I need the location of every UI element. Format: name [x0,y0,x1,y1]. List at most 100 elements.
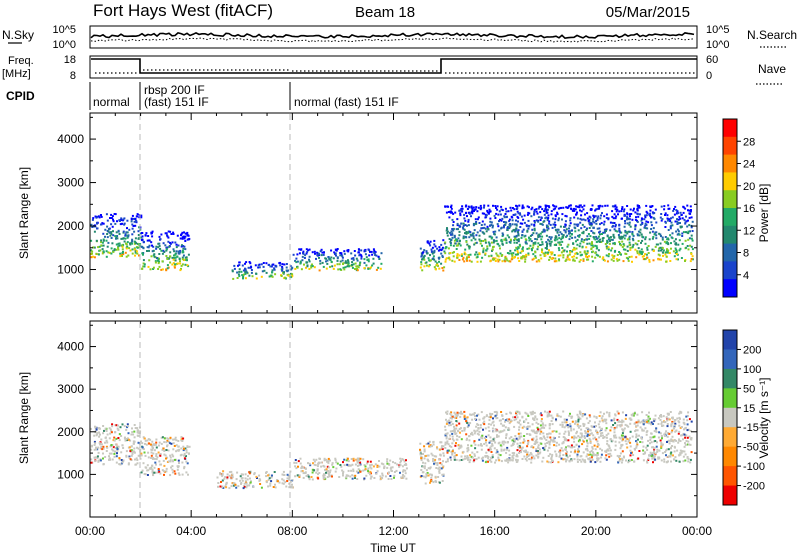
echo-cell [265,481,268,484]
echo-cell [153,457,156,460]
echo-cell [579,413,582,416]
echo-cell [246,271,249,274]
echo-cell [151,235,154,238]
echo-cell [323,473,325,476]
echo-cell [318,269,321,272]
echo-cell [645,414,648,416]
echo-cell [666,217,669,220]
colorbar-tick-label: 28 [743,136,755,148]
echo-cell [432,443,435,446]
nave-line [95,69,695,74]
echo-cell [433,455,436,458]
echo-cell [684,207,687,210]
echo-cell [623,208,626,211]
echo-cell [519,251,522,254]
echo-cell [685,434,688,437]
echo-cell [522,249,524,252]
echo-cell [666,441,668,443]
echo-cell [149,438,152,441]
echo-cell [512,252,515,255]
echo-cell [231,270,234,273]
echo-cell [476,432,479,435]
echo-cell [129,243,132,246]
echo-cell [183,237,186,240]
echo-cell [626,245,629,248]
echo-cell [632,414,635,417]
echo-cell [363,261,366,264]
echo-cell [429,481,431,484]
echo-cell [146,464,149,467]
echo-cell [422,453,424,455]
echo-cell [453,451,456,454]
echo-cell [517,432,520,435]
echo-cell [615,210,618,213]
echo-cell [641,255,644,258]
echo-cell [663,240,666,243]
echo-cell [96,222,98,225]
echo-cell [126,426,129,429]
echo-cell [375,254,378,257]
echo-cell [488,430,491,432]
echo-cell [169,474,172,477]
echo-cell [467,254,470,256]
echo-cell [649,212,652,215]
echo-cell [294,475,297,478]
echo-cell [590,432,593,435]
echo-cell [493,240,496,243]
echo-cell [136,429,139,432]
echo-cell [139,450,142,453]
echo-cell [108,458,111,461]
echo-cell [167,236,170,239]
echo-cell [133,451,136,454]
echo-cell [501,260,504,263]
echo-cell [308,248,311,251]
echo-cell [475,222,478,225]
echo-cell [665,454,667,457]
echo-cell [635,435,638,438]
echo-cell [486,247,489,250]
echo-cell [326,262,329,265]
echo-cell [552,208,555,211]
echo-cell [554,218,557,221]
echo-cell [347,262,350,265]
echo-cell [541,460,544,463]
echo-cell [458,422,461,425]
echo-cell [518,426,521,429]
echo-cell [596,217,599,219]
echo-cell [675,439,678,442]
echo-cell [142,247,145,250]
echo-cell [420,457,423,460]
echo-cell [423,254,426,257]
echo-cell [326,259,329,262]
echo-cell [255,475,258,478]
echo-cell [358,460,361,462]
echo-cell [362,469,365,472]
echo-cell [528,425,531,428]
echo-cell [578,436,581,439]
echo-cell [443,266,446,269]
echo-cell [656,448,659,451]
echo-cell [354,268,356,270]
echo-cell [243,482,246,485]
date-title: 05/Mar/2015 [606,4,690,21]
echo-cell [341,256,344,259]
echo-cell [576,458,579,461]
echo-cell [451,251,454,254]
echo-cell [489,414,492,417]
echo-cell [660,415,663,418]
echo-cell [111,458,114,461]
echo-cell [434,260,437,263]
echo-cell [272,486,275,488]
echo-cell [181,256,184,259]
echo-cell [640,437,643,440]
echo-cell [478,438,481,441]
echo-cell [546,414,549,417]
echo-cell [96,227,98,230]
echo-cell [586,427,589,430]
echo-cell [500,226,503,229]
echo-cell [567,426,570,429]
echo-cell [596,445,599,448]
echo-cell [366,460,369,463]
echo-cell [527,415,530,417]
